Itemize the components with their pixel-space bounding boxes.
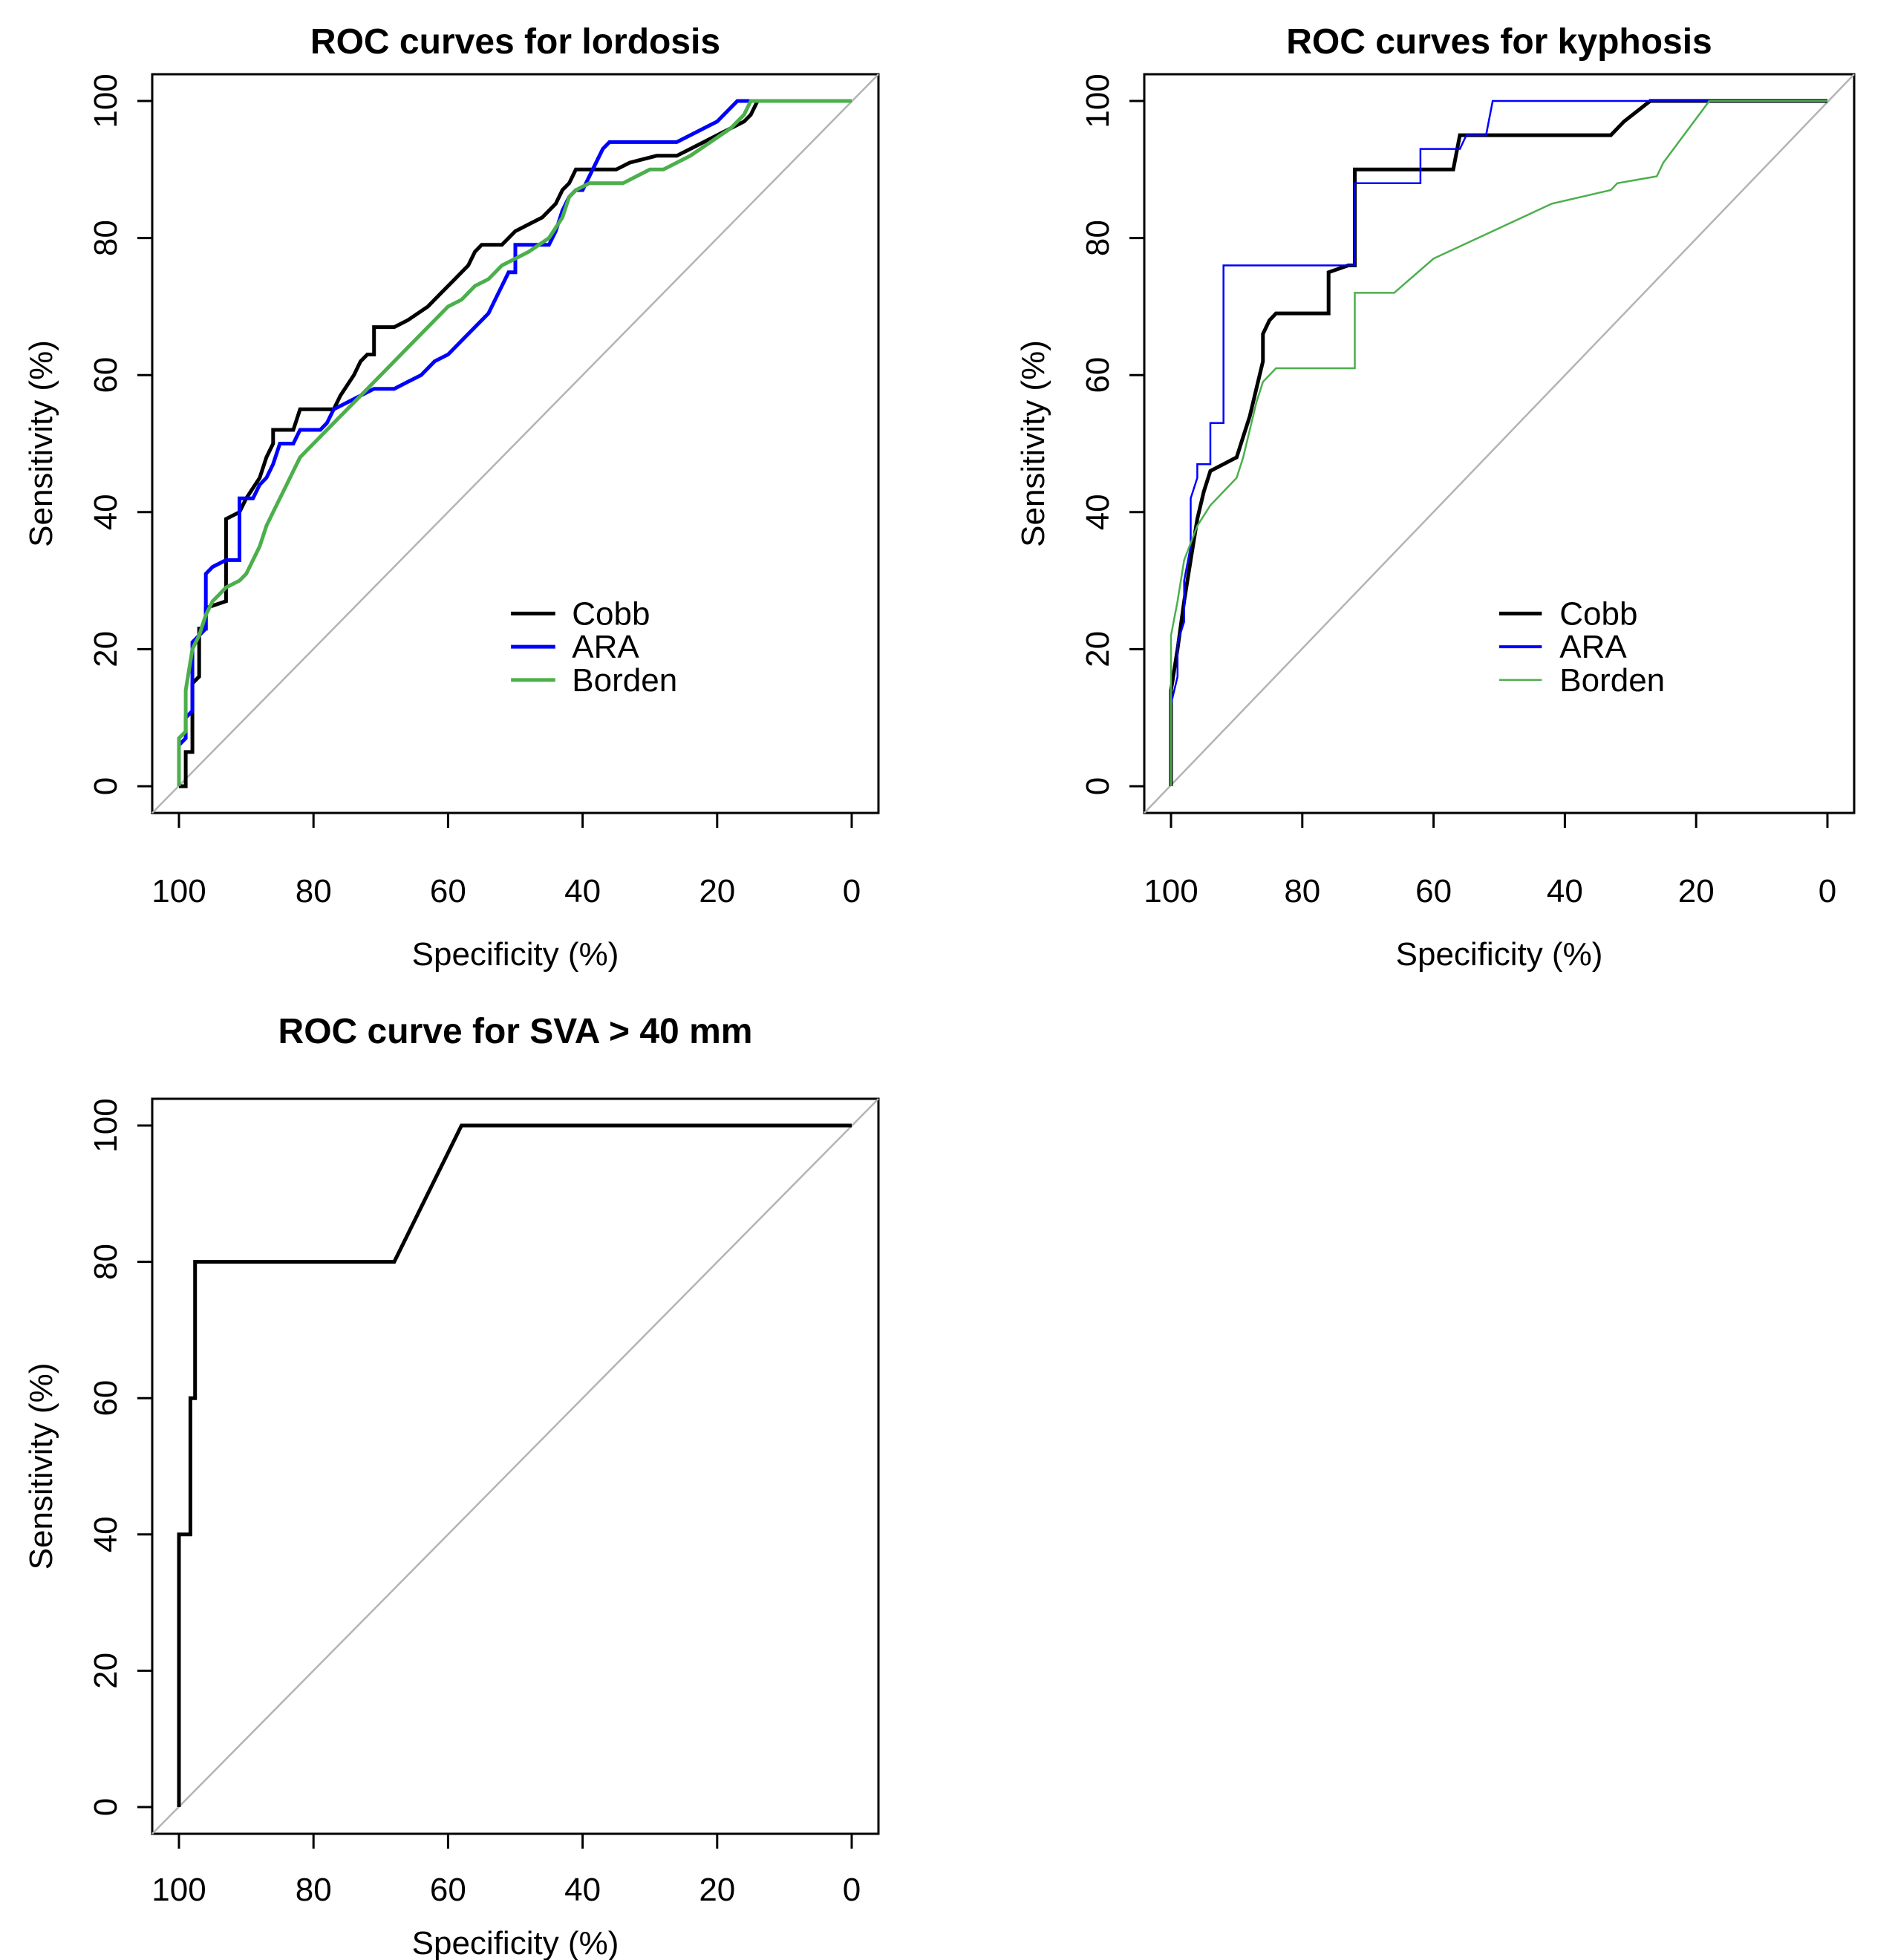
x-tick-label: 60 (1415, 873, 1452, 909)
plot-box (151, 73, 880, 814)
x-tick-label: 0 (1819, 873, 1836, 909)
x-axis-title: Specificity (%) (412, 936, 619, 973)
roc-plot-lordosis: ROC curves for lordosis 100 80 60 40 20 0 0 20 40… (23, 22, 880, 973)
y-tick-label: 80 (88, 1244, 124, 1280)
roc-curve-borden (1170, 99, 1827, 786)
y-tick-label: 0 (88, 777, 124, 795)
plot-box (151, 1097, 880, 1835)
x-tick-label: 0 (843, 1872, 861, 1908)
y-tick-label: 40 (88, 494, 124, 530)
legend-label-cobb: Cobb (1559, 595, 1637, 632)
roc-plot-kyphosis: ROC curves for kyphosis 100 80 60 40 20 0 0 20 40… (1015, 22, 1856, 973)
x-tick-label: 100 (151, 873, 206, 909)
x-axis-title: Specificity (%) (1396, 936, 1603, 973)
x-tick-label: 80 (296, 1872, 332, 1908)
x-tick-label: 20 (1678, 873, 1715, 909)
x-tick-label: 0 (843, 873, 861, 909)
legend-label-borden: Borden (572, 662, 677, 699)
roc-plot-sva: ROC curve for SVA > 40 mm 100 80 60 40 20 0 0 20… (23, 1012, 880, 1960)
chance-diagonal-line (151, 1098, 879, 1835)
y-tick-label: 80 (1080, 220, 1116, 256)
y-tick-label: 20 (88, 631, 124, 667)
x-tick-label: 60 (430, 1872, 466, 1908)
roc-curve-cobb (179, 99, 852, 788)
x-tick-label: 100 (1144, 873, 1198, 909)
y-axis-title: Sensitivity (%) (23, 340, 59, 547)
y-tick-label: 40 (1080, 494, 1116, 530)
roc-plot-lordosis-mount: ROC curves for lordosis 100 80 60 40 20 0 0 20 40… (0, 0, 948, 980)
y-tick-label: 0 (1080, 777, 1116, 795)
chart-title-sva: ROC curve for SVA > 40 mm (278, 1012, 753, 1051)
legend-label-cobb: Cobb (572, 595, 650, 632)
x-tick-label: 60 (430, 873, 466, 909)
y-tick-label: 80 (88, 220, 124, 256)
plot-box (1143, 73, 1856, 814)
chance-diagonal-line (151, 74, 879, 814)
x-tick-label: 100 (151, 1872, 206, 1908)
x-tick-label: 80 (1284, 873, 1320, 909)
y-tick-label: 100 (88, 1098, 124, 1152)
x-tick-label: 80 (296, 873, 332, 909)
chance-diagonal-line (1144, 74, 1855, 814)
y-axis-title: Sensitivity (%) (1015, 340, 1051, 547)
roc-curve-ara (177, 99, 852, 786)
y-tick-label: 20 (88, 1653, 124, 1689)
x-tick-label: 40 (1547, 873, 1583, 909)
x-tick-label: 20 (699, 1872, 735, 1908)
x-tick-label: 40 (564, 873, 601, 909)
chart-title-kyphosis: ROC curves for kyphosis (1286, 22, 1712, 62)
y-tick-label: 100 (1080, 74, 1116, 128)
y-tick-label: 0 (88, 1798, 124, 1816)
roc-plot-kyphosis-mount: ROC curves for kyphosis 100 80 60 40 20 0 0 20 40… (948, 0, 1895, 980)
y-tick-label: 20 (1080, 631, 1116, 667)
roc-curve-cobb (177, 1123, 852, 1807)
roc-plot-sva-mount: ROC curve for SVA > 40 mm 100 80 60 40 20 0 0 20… (0, 987, 948, 1960)
roc-curve-borden (177, 99, 852, 786)
y-axis-title: Sensitivity (%) (23, 1363, 59, 1570)
x-tick-label: 40 (564, 1872, 601, 1908)
roc-curve-ara (1170, 99, 1827, 705)
y-tick-label: 100 (88, 74, 124, 128)
y-tick-label: 60 (88, 357, 124, 393)
legend-label-ara: ARA (572, 629, 639, 665)
x-axis-title: Specificity (%) (412, 1925, 619, 1960)
legend-label-ara: ARA (1559, 629, 1627, 665)
x-tick-label: 20 (699, 873, 735, 909)
legend-label-borden: Borden (1559, 662, 1665, 699)
chart-title-lordosis: ROC curves for lordosis (310, 22, 720, 62)
y-tick-label: 60 (88, 1380, 124, 1417)
y-tick-label: 60 (1080, 357, 1116, 393)
y-tick-label: 40 (88, 1516, 124, 1552)
